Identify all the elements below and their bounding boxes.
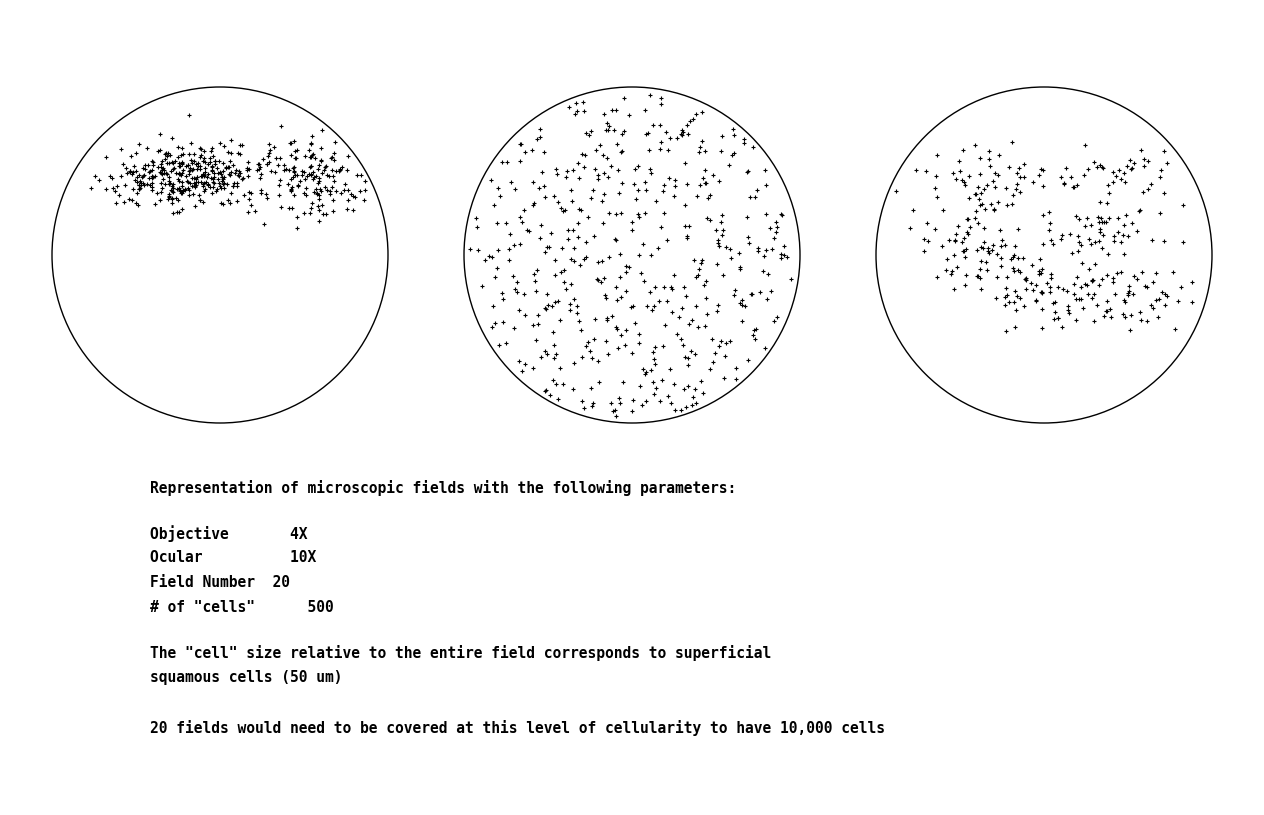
Text: 20 fields would need to be covered at this level of cellularity to have 10,000 c: 20 fields would need to be covered at th… [150,720,885,736]
Text: # of "cells"      500: # of "cells" 500 [150,600,334,615]
Text: Ocular          10X: Ocular 10X [150,550,316,565]
Text: The "cell" size relative to the entire field corresponds to superficial: The "cell" size relative to the entire f… [150,645,771,661]
Text: squamous cells (50 um): squamous cells (50 um) [150,670,343,685]
Text: Field Number  20: Field Number 20 [150,575,289,590]
Text: Objective       4X: Objective 4X [150,525,307,542]
Text: Representation of microscopic fields with the following parameters:: Representation of microscopic fields wit… [150,480,736,496]
